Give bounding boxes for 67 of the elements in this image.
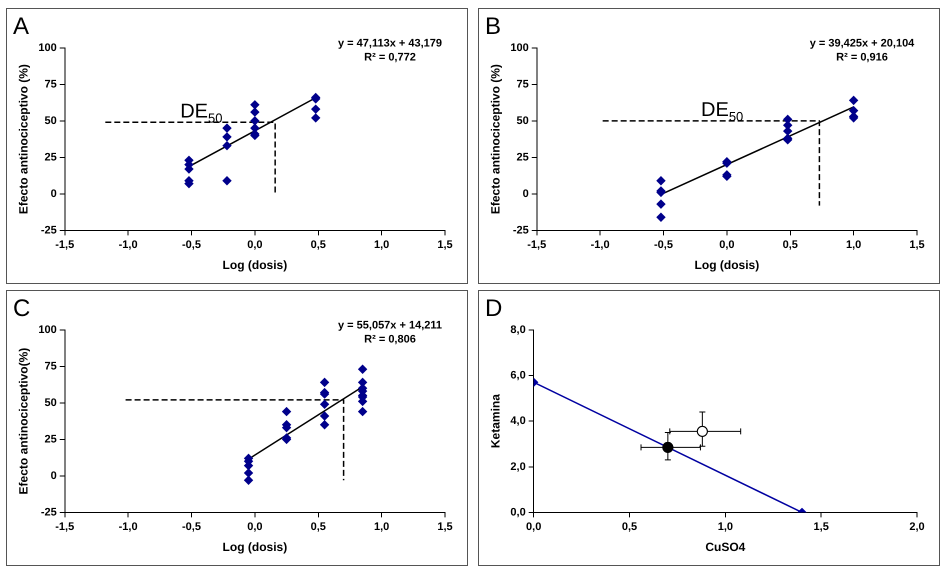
x-tick-label: 1,0 [374,521,390,534]
annotation: R² = 0,772 [364,51,416,64]
y-tick-label: 25 [44,433,57,446]
annotation: y = 55,057x + 14,211 [338,319,442,332]
y-tick-label: 100 [38,324,57,336]
x-tick-label: -0,5 [182,521,201,534]
chart-title: B [485,13,502,40]
y-tick-label: 100 [510,42,529,54]
x-tick-label: -0,5 [182,239,201,252]
x-axis-title: Log (dosis) [222,540,288,554]
x-tick-label: 1,0 [374,239,390,252]
x-tick-label: 0,5 [310,239,326,252]
y-axis-title: Ketamina [488,394,503,448]
annotation: R² = 0,806 [364,333,416,346]
x-tick-label: 0,0 [526,521,542,534]
x-tick-label: 0,5 [310,521,326,534]
y-tick-label: 8,0 [510,324,526,336]
y-tick-label: -25 [40,506,57,518]
chart-title: C [13,295,30,322]
x-tick-label: -0,5 [654,239,673,252]
x-axis-title: CuSO4 [705,540,746,554]
y-tick-label: 0 [522,188,529,200]
y-tick-label: 50 [516,114,529,127]
x-tick-label: 0,5 [622,521,638,534]
y-tick-label: 25 [516,151,529,164]
y-axis-title: Efecto antinociceptivo (%) [488,64,503,214]
y-tick-label: 0 [50,470,57,482]
y-tick-label: 6,0 [510,369,526,382]
x-tick-label: -1,5 [527,239,546,252]
x-tick-label: 1,5 [437,239,453,252]
x-tick-label: 1,0 [846,239,862,252]
chart-title: A [13,13,30,40]
y-tick-label: 0,0 [510,506,526,518]
x-axis-title: Log (dosis) [694,258,760,272]
x-tick-label: 0,0 [719,239,735,252]
x-tick-label: 1,5 [437,521,453,534]
y-tick-label: 100 [38,42,57,54]
x-tick-label: 1,0 [718,521,733,534]
y-tick-label: 2,0 [510,460,526,473]
x-tick-label: 0,0 [247,239,263,252]
x-tick-label: -1,5 [55,521,74,534]
x-tick-label: 0,5 [782,239,798,252]
y-tick-label: 25 [44,151,57,164]
y-axis-title: Efecto antinociceptivo(%) [16,348,31,494]
chart-title: D [485,295,502,322]
y-tick-label: 75 [516,78,529,90]
y-tick-label: -25 [512,224,529,236]
x-tick-label: -1,0 [118,239,138,252]
annotation: R² = 0,916 [836,51,888,64]
y-tick-label: 75 [44,360,57,372]
x-tick-label: 0,0 [247,521,263,534]
annotation: y = 39,425x + 20,104 [810,37,916,50]
y-tick-label: 50 [44,396,57,409]
y-axis-title: Efecto antinociceptivo (%) [16,64,31,214]
x-axis-title: Log (dosis) [222,258,288,272]
y-tick-label: 50 [44,114,57,127]
y-tick-label: 4,0 [510,415,526,428]
x-tick-label: 2,0 [909,521,925,534]
x-tick-label: -1,5 [55,239,74,252]
x-tick-label: -1,0 [118,521,138,534]
x-tick-label: 1,5 [909,239,925,252]
y-tick-label: 75 [44,78,57,90]
annotation: y = 47,113x + 43,179 [338,37,442,50]
x-tick-label: -1,0 [590,239,610,252]
y-tick-label: -25 [40,224,57,236]
y-tick-label: 0 [50,188,57,200]
x-tick-label: 1,5 [814,521,829,534]
